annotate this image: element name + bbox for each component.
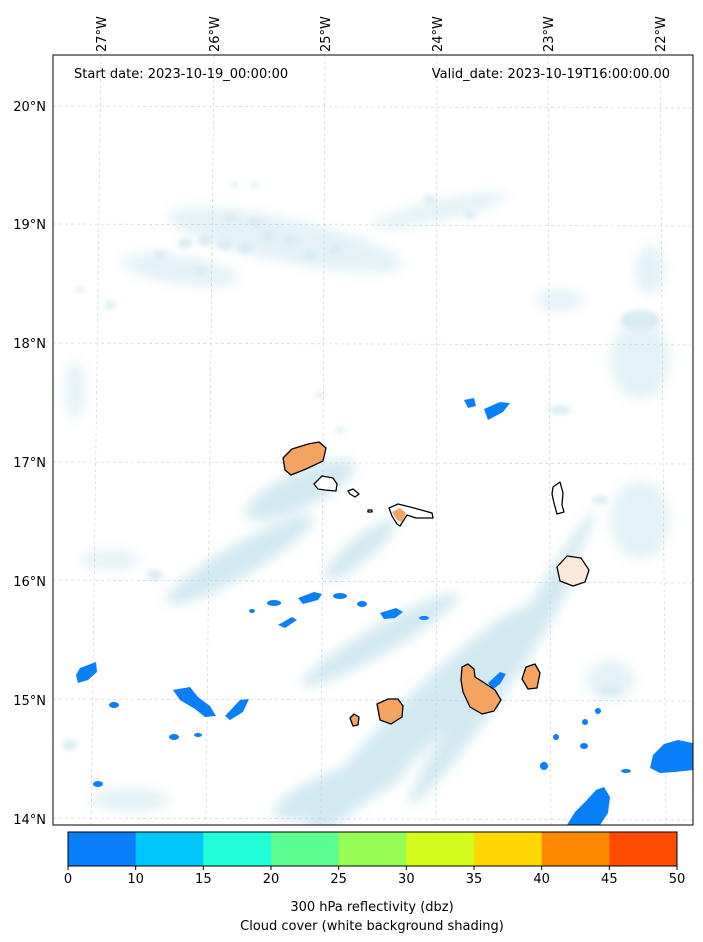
island-brava xyxy=(349,713,360,727)
colorbar-segment xyxy=(541,832,610,866)
gridline-16n xyxy=(53,579,693,584)
lon-label-23w: 23°W xyxy=(542,16,557,52)
reflectivity-patch xyxy=(567,787,610,825)
colorbar-segment xyxy=(406,832,475,866)
reflectivity-patch xyxy=(357,601,367,607)
valid-date-label: Valid_date: 2023-10-19T16:00:00.00 xyxy=(432,67,670,82)
island-santiago xyxy=(460,663,502,715)
lon-label-24w: 24°W xyxy=(431,16,446,52)
reflectivity-patch xyxy=(464,398,476,408)
island-santa-luzia xyxy=(347,488,360,498)
island-sao-vicente xyxy=(313,475,338,492)
colorbar-tick-label: 15 xyxy=(195,872,212,887)
reflectivity-patch xyxy=(333,593,347,599)
lat-label-18n: 18°N xyxy=(13,337,46,352)
reflectivity-patch xyxy=(93,781,103,787)
gridline-25w xyxy=(320,55,326,825)
start-date-label: Start date: 2023-10-19_00:00:00 xyxy=(74,67,288,82)
lat-label-14n: 14°N xyxy=(13,813,46,828)
reflectivity-patch xyxy=(621,769,631,773)
reflectivity-patch xyxy=(173,687,216,717)
reflectivity-patch xyxy=(484,402,510,420)
colorbar-tick-label: 20 xyxy=(263,872,280,887)
reflectivity-patch xyxy=(278,617,297,628)
gridline-26w xyxy=(205,55,215,825)
map-frame xyxy=(52,54,694,826)
colorbar-segments xyxy=(68,832,678,866)
colorbar-segment xyxy=(338,832,407,866)
reflectivity-patch xyxy=(540,762,548,770)
gridline-18n xyxy=(53,342,693,346)
colorbar-tick-label: 35 xyxy=(466,872,483,887)
lat-label-15n: 15°N xyxy=(13,694,46,709)
reflectivity-patch xyxy=(580,743,588,749)
colorbar-tick-label: 0 xyxy=(64,872,72,887)
reflectivity-patch xyxy=(419,616,429,620)
colorbar-tick-label: 25 xyxy=(330,872,347,887)
gridline-24w xyxy=(435,55,438,825)
gridline-23w xyxy=(547,55,552,825)
island-maio xyxy=(521,663,541,690)
colorbar-segment xyxy=(68,832,137,866)
colorbar-ticks: 0 10 15 20 25 30 35 40 45 50 xyxy=(64,866,685,887)
lon-label-26w: 26°W xyxy=(208,16,223,52)
latitude-labels: 20°N 19°N 18°N 17°N 16°N 15°N 14°N xyxy=(13,100,46,828)
gridline-14n xyxy=(53,817,693,821)
colorbar-tick-label: 10 xyxy=(127,872,144,887)
island-boa-vista xyxy=(556,555,590,587)
colorbar-tick-label: 30 xyxy=(398,872,415,887)
lon-label-27w: 27°W xyxy=(95,16,110,52)
gridline-22w xyxy=(659,55,667,825)
gridline-20n xyxy=(53,105,693,109)
island-sao-nicolau-land xyxy=(392,508,406,522)
reflectivity-patch xyxy=(650,740,693,773)
map-background xyxy=(53,55,693,825)
reflectivity-patch xyxy=(109,702,119,708)
gridline-17n xyxy=(53,461,693,465)
colorbar-segment xyxy=(609,832,678,866)
colorbar-segment xyxy=(203,832,272,866)
colorbar-segment xyxy=(135,832,204,866)
gridline-15n xyxy=(53,698,693,702)
colorbar-tick-label: 40 xyxy=(533,872,550,887)
lon-label-22w: 22°W xyxy=(654,16,669,52)
colorbar-tick-label: 50 xyxy=(669,872,686,887)
reflectivity-patch xyxy=(169,734,179,740)
reflectivity-patch xyxy=(194,733,202,737)
reflectivity-patch xyxy=(488,672,506,690)
islands xyxy=(282,441,590,727)
colorbar: 0 10 15 20 25 30 35 40 45 50 300 hPa reflectivity… xyxy=(64,831,685,934)
gridline-27w xyxy=(90,55,102,825)
lat-label-20n: 20°N xyxy=(13,100,46,115)
lon-label-25w: 25°W xyxy=(319,16,334,52)
colorbar-segment xyxy=(474,832,543,866)
reflectivity-patch xyxy=(267,600,281,606)
reflectivity-patch xyxy=(553,734,559,740)
colorbar-frame xyxy=(67,831,678,867)
island-fogo xyxy=(376,698,404,725)
gridlines xyxy=(53,55,693,825)
colorbar-tick-label: 45 xyxy=(601,872,618,887)
island-santo-antao xyxy=(282,441,327,476)
reflectivity-patch xyxy=(76,662,97,683)
reflectivity-patches xyxy=(76,398,693,825)
map-panel: Start date: 2023-10-19_00:00:00 Valid_da… xyxy=(13,16,694,828)
reflectivity-patch xyxy=(249,609,255,613)
reflectivity-patch xyxy=(298,592,322,604)
lat-label-17n: 17°N xyxy=(13,456,46,471)
reflectivity-patch xyxy=(582,719,588,725)
island-sal xyxy=(551,481,565,515)
lat-label-16n: 16°N xyxy=(13,575,46,590)
lat-label-19n: 19°N xyxy=(13,218,46,233)
colorbar-label: 300 hPa reflectivity (dbz) xyxy=(290,900,453,915)
colorbar-sublabel: Cloud cover (white background shading) xyxy=(240,919,504,934)
longitude-labels: 27°W 26°W 25°W 24°W 23°W 22°W xyxy=(95,16,669,52)
colorbar-segment xyxy=(271,832,340,866)
reflectivity-patch xyxy=(225,699,249,720)
reflectivity-patch xyxy=(595,708,601,714)
reflectivity-patch xyxy=(380,608,403,619)
islet xyxy=(367,509,373,513)
